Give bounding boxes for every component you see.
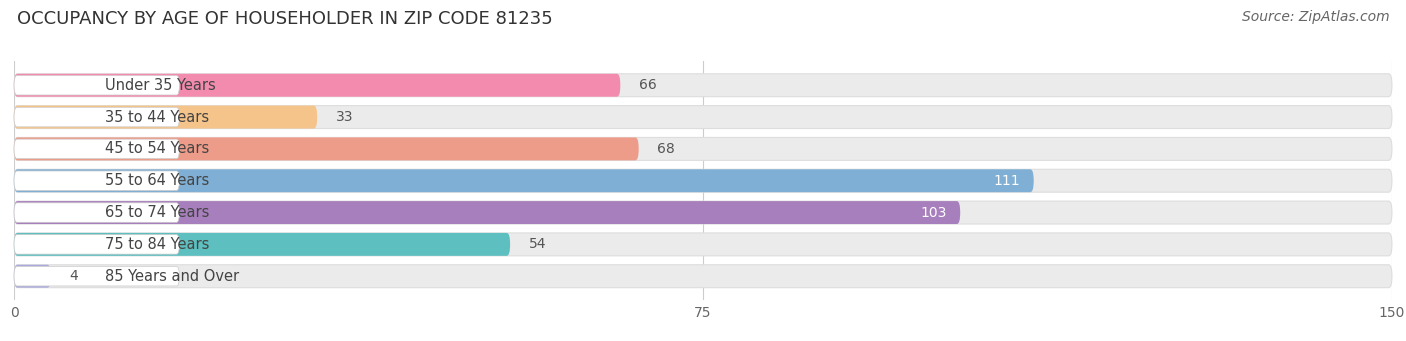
FancyBboxPatch shape <box>14 107 180 127</box>
Text: 65 to 74 Years: 65 to 74 Years <box>105 205 209 220</box>
FancyBboxPatch shape <box>14 171 180 191</box>
Text: 75 to 84 Years: 75 to 84 Years <box>105 237 209 252</box>
FancyBboxPatch shape <box>14 74 620 97</box>
FancyBboxPatch shape <box>14 235 180 254</box>
Text: 85 Years and Over: 85 Years and Over <box>105 269 239 284</box>
FancyBboxPatch shape <box>14 74 1392 97</box>
FancyBboxPatch shape <box>14 265 51 288</box>
Text: 54: 54 <box>529 237 546 251</box>
Text: 4: 4 <box>69 269 77 283</box>
FancyBboxPatch shape <box>14 106 318 129</box>
FancyBboxPatch shape <box>14 265 1392 288</box>
Text: 111: 111 <box>993 174 1019 188</box>
Text: Source: ZipAtlas.com: Source: ZipAtlas.com <box>1241 10 1389 24</box>
Text: 55 to 64 Years: 55 to 64 Years <box>105 173 209 188</box>
FancyBboxPatch shape <box>14 233 1392 256</box>
Text: 66: 66 <box>638 78 657 92</box>
FancyBboxPatch shape <box>14 201 960 224</box>
Text: OCCUPANCY BY AGE OF HOUSEHOLDER IN ZIP CODE 81235: OCCUPANCY BY AGE OF HOUSEHOLDER IN ZIP C… <box>17 10 553 28</box>
FancyBboxPatch shape <box>14 139 180 159</box>
FancyBboxPatch shape <box>14 233 510 256</box>
Text: 68: 68 <box>657 142 675 156</box>
Text: 103: 103 <box>920 206 946 220</box>
FancyBboxPatch shape <box>14 106 1392 129</box>
FancyBboxPatch shape <box>14 75 180 95</box>
FancyBboxPatch shape <box>14 137 638 160</box>
Text: 35 to 44 Years: 35 to 44 Years <box>105 109 209 124</box>
FancyBboxPatch shape <box>14 203 180 222</box>
Text: 33: 33 <box>336 110 353 124</box>
Text: Under 35 Years: Under 35 Years <box>105 78 215 93</box>
Text: 45 to 54 Years: 45 to 54 Years <box>105 142 209 157</box>
FancyBboxPatch shape <box>14 169 1033 192</box>
FancyBboxPatch shape <box>14 169 1392 192</box>
FancyBboxPatch shape <box>14 201 1392 224</box>
FancyBboxPatch shape <box>14 137 1392 160</box>
FancyBboxPatch shape <box>14 266 180 286</box>
